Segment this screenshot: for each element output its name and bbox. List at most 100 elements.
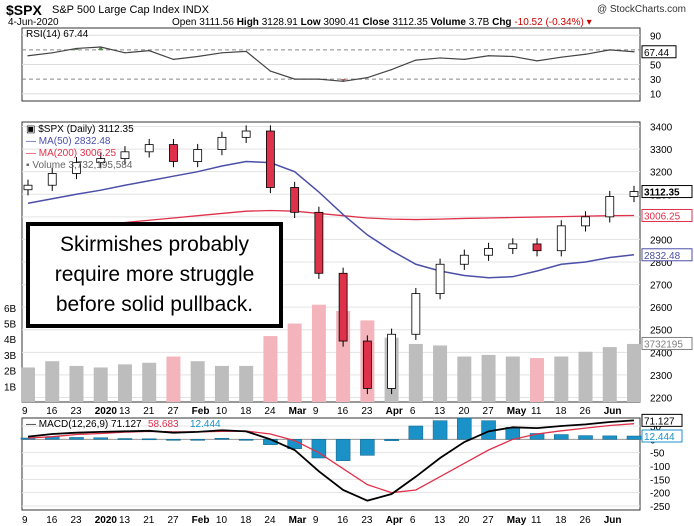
macd-value-tag-box	[641, 413, 683, 427]
rsi-point	[584, 53, 587, 55]
ma200-legend: — MA(200) 3006.25	[26, 148, 116, 159]
rsi-point	[609, 49, 611, 51]
x-axis-label: Jun	[604, 515, 622, 526]
macd-histogram-bar	[505, 427, 521, 440]
rsi-point	[124, 52, 126, 54]
rsi-oversold-fill	[340, 79, 347, 82]
volume-bar	[457, 356, 472, 402]
x-axis-label: 16	[337, 406, 349, 417]
volume-bar	[190, 361, 205, 402]
price-tick-label: 3200	[650, 168, 673, 179]
volume-tick-label: 4B	[4, 335, 17, 346]
rsi-point	[342, 80, 344, 82]
price-value-tag-box	[641, 208, 693, 222]
x-axis-label: 9	[22, 515, 28, 526]
macd-tick-label: -200	[650, 489, 670, 500]
x-axis-label: 10	[216, 515, 228, 526]
x-axis-label: Mar	[289, 406, 307, 417]
price-value-tag-box	[641, 336, 693, 350]
rsi-point	[197, 55, 199, 58]
candle-body	[72, 162, 81, 174]
rsi-point	[100, 46, 102, 48]
candle-body	[508, 243, 518, 249]
x-axis-label: 10	[216, 406, 228, 417]
x-axis-label: 23	[70, 406, 82, 417]
candle-body	[338, 272, 348, 342]
x-axis-label: 27	[483, 515, 495, 526]
price-value-tag: 3732195	[644, 339, 683, 350]
macd-histogram-bar	[554, 434, 569, 440]
x-axis-label: 9	[313, 406, 319, 417]
candle-body	[169, 144, 178, 162]
x-axis-label: 23	[361, 515, 373, 526]
annotation-callout: Skirmishes probably require more struggl…	[26, 222, 283, 328]
price-value-tag: 3112.35	[644, 188, 680, 199]
candle-body	[314, 211, 324, 274]
volume-tick-label: 2B	[4, 367, 17, 378]
macd-line	[27, 419, 635, 502]
rsi-point	[27, 55, 29, 57]
volume-bar	[239, 365, 254, 402]
macd-histogram-bar	[408, 425, 424, 440]
candle-body	[290, 187, 300, 213]
rsi-point	[221, 52, 223, 54]
index-name: S&P 500 Large Cap Index INDX	[52, 4, 209, 16]
ma50-legend: — MA(50) 2832.48	[26, 136, 111, 147]
rsi-point	[366, 77, 368, 79]
x-axis-label: 26	[580, 515, 592, 526]
macd-histogram-bar	[214, 438, 230, 440]
macd-histogram-bar	[93, 437, 108, 440]
candle-body	[23, 184, 33, 191]
x-axis-label: 16	[46, 515, 58, 526]
x-axis-label: 20	[458, 406, 470, 417]
macd-value-tag: 71.127	[644, 416, 675, 427]
macd-legend-item: 12.444	[190, 419, 221, 430]
x-axis-label: 26	[580, 406, 592, 417]
symbol: $SPX	[6, 2, 42, 18]
low-label: Low	[300, 17, 321, 28]
high-label: High	[236, 17, 259, 28]
volume-bar	[69, 365, 84, 402]
macd-histogram-bar	[602, 435, 618, 440]
macd-tick-label: -50	[650, 449, 665, 460]
candle-body	[629, 191, 639, 197]
macd-histogram-bar	[141, 438, 157, 441]
macd-histogram-bar	[238, 439, 254, 441]
rsi-point	[415, 59, 417, 61]
macd-histogram-bar	[117, 438, 133, 440]
x-axis-label: Feb	[192, 515, 210, 526]
price-tick-label: 2600	[650, 303, 673, 314]
x-axis-label: 13	[434, 515, 446, 526]
volume-bar	[166, 356, 181, 402]
x-axis-label: 6	[410, 406, 416, 417]
macd-histogram-bar	[626, 435, 642, 440]
x-axis-label: 11	[531, 406, 542, 417]
candle-body	[387, 333, 397, 389]
volume-bar	[117, 364, 132, 402]
x-axis-label: 13	[434, 406, 446, 417]
rsi-point	[318, 78, 320, 80]
callout-line-1: Skirmishes probably	[59, 233, 250, 256]
rsi-point	[148, 50, 150, 52]
rsi-tick-label: 30	[650, 75, 662, 86]
x-axis-label: 21	[143, 406, 155, 417]
stockcharts-credit: @ StockCharts.com	[596, 4, 686, 15]
price-tick-label: 2800	[650, 258, 673, 269]
candle-body	[581, 216, 590, 227]
volume-label: Volume	[430, 17, 466, 28]
rsi-point	[633, 51, 635, 53]
x-axis-label: Apr	[386, 406, 403, 417]
x-axis-label: 27	[483, 406, 495, 417]
price-value-tag: 3006.25	[644, 211, 681, 222]
candle-body	[435, 263, 445, 295]
callout-line-3: before solid pullback.	[55, 293, 254, 316]
price-tick-label: 3400	[650, 123, 673, 134]
candle-body	[47, 173, 57, 186]
x-axis-label: 2020	[95, 515, 118, 526]
candle-body	[120, 151, 130, 159]
open-value: 3111.56	[199, 17, 234, 28]
rsi-point	[245, 50, 247, 52]
rsi-point	[269, 70, 271, 72]
volume-bar	[408, 343, 423, 402]
macd-tick-label: -150	[650, 475, 670, 486]
